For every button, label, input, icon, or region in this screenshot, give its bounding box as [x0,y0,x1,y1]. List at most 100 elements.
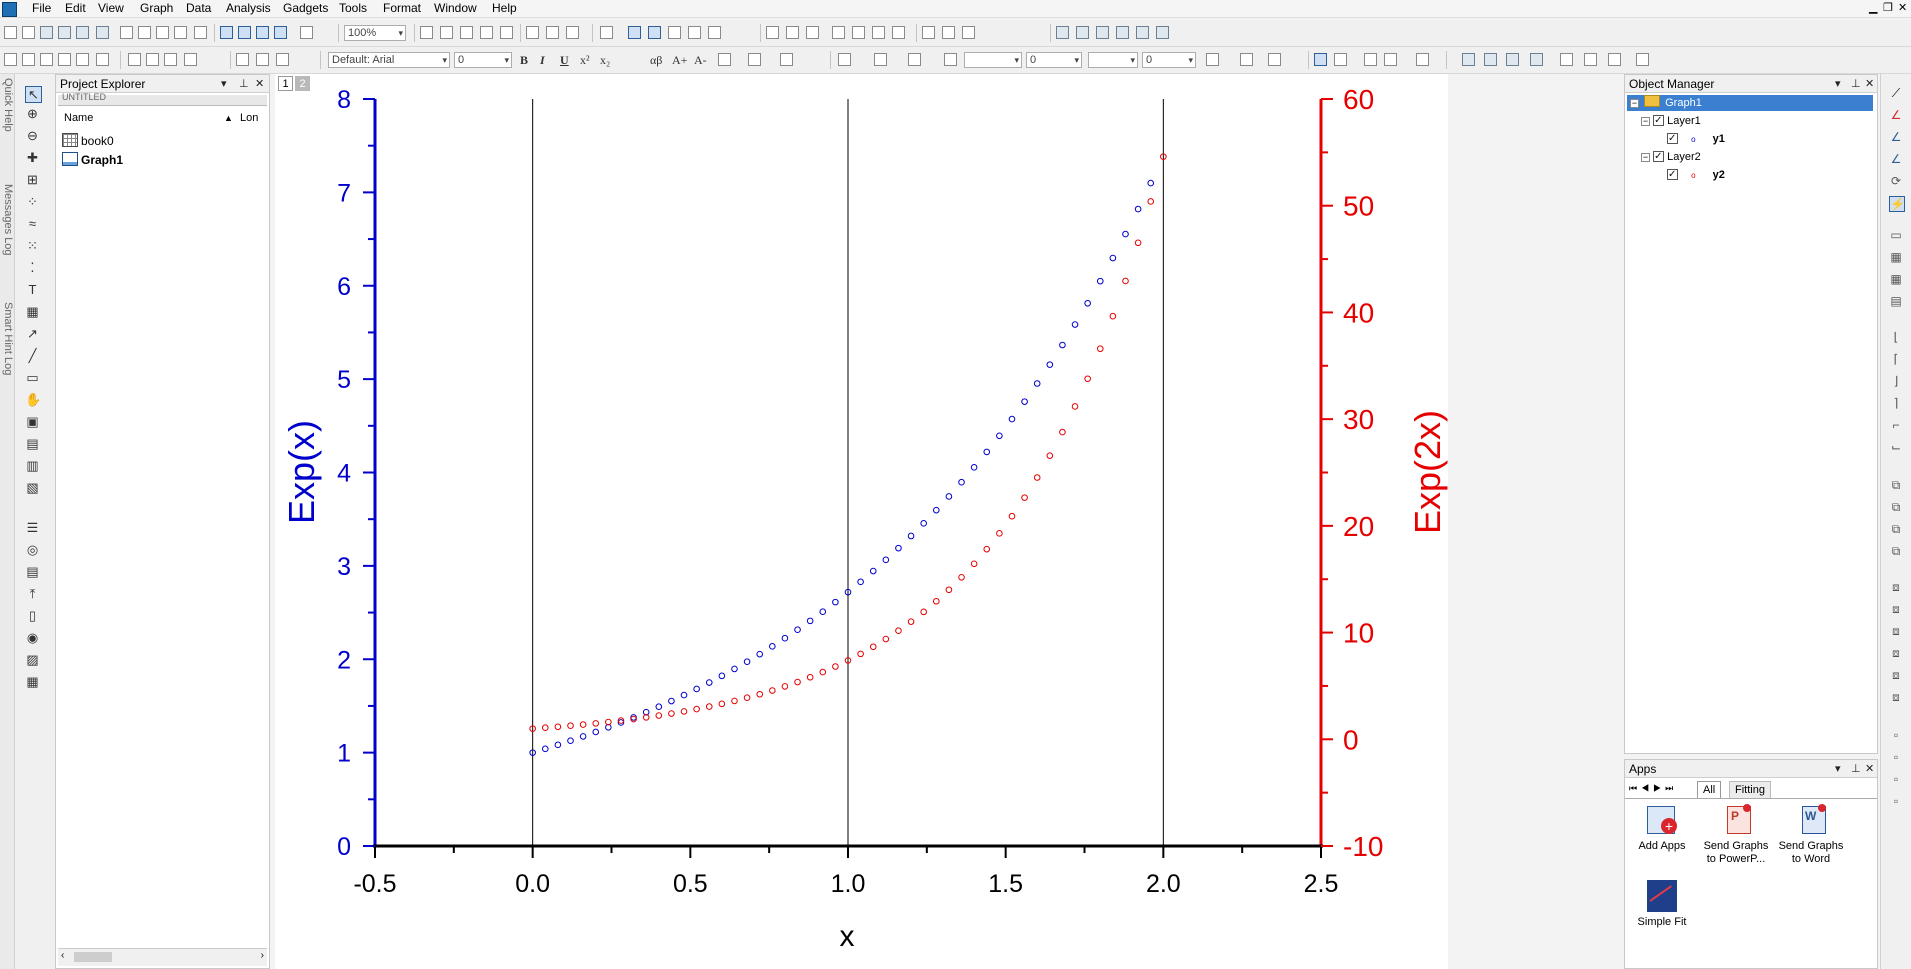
filter-options-icon[interactable] [962,26,975,39]
gadget-icon[interactable] [708,26,721,39]
superscript-button[interactable]: x² [580,53,590,67]
back-icon[interactable]: ⧈ [1892,646,1900,660]
marker-icon[interactable] [944,53,957,66]
axis-icon[interactable]: ∠ [1890,108,1902,122]
clear-worksheet-icon[interactable] [1530,53,1543,66]
refresh-icon[interactable] [440,26,453,39]
close-icon[interactable]: ✕ [1865,763,1875,775]
save-template-icon[interactable] [274,26,287,39]
pin-icon[interactable]: ⊥ [1851,763,1861,775]
speed-mode-icon[interactable]: ⚡ [1889,196,1905,212]
rescale-icon[interactable]: ⤒ [29,586,36,601]
new-graph-icon[interactable] [96,26,109,39]
lock-icon[interactable] [1416,53,1429,66]
text-tool-icon[interactable]: T [28,282,37,297]
open-template-icon[interactable] [238,26,251,39]
new-script-icon[interactable] [174,26,187,39]
unmask-icon[interactable] [1334,53,1347,66]
tree-item-plot-y1[interactable]: o y1 [1667,131,1725,147]
add-column-icon[interactable] [1484,53,1497,66]
grid-pattern-icon[interactable] [1206,53,1219,66]
minimize-icon[interactable]: ▁ [1869,2,1878,14]
insert-graph-icon[interactable]: ▤ [26,436,39,451]
new-workbook-icon[interactable] [40,26,53,39]
x-axis-title[interactable]: x [840,920,855,953]
tree-item-layer1[interactable]: − Layer1 [1641,113,1701,129]
menu-gadgets[interactable]: Gadgets [283,1,329,15]
align-center-icon[interactable]: ⌐ [1892,418,1900,432]
tree-item-plot-y2[interactable]: o y2 [1667,167,1725,183]
right-y-axis-title[interactable]: Exp(2x) [1407,410,1448,534]
paste-icon[interactable] [276,53,289,66]
font-size-combo[interactable]: 0 [454,52,512,68]
plot-setup-icon[interactable] [668,26,681,39]
underline-button[interactable]: U [560,53,569,67]
bar-plot-icon[interactable] [852,26,865,39]
tree-item-graph1[interactable]: − Graph1 [1627,95,1873,111]
visibility-checkbox[interactable] [1653,113,1665,129]
subscript-button[interactable]: x₂ [600,53,611,67]
arrow-tool-icon[interactable]: ↗ [27,326,38,341]
visibility-checkbox[interactable] [1667,131,1678,147]
group-icon[interactable]: ⧈ [1892,580,1900,594]
align-bottom-icon[interactable]: ⌉ [1893,396,1899,410]
fill-color-icon[interactable] [838,53,851,66]
app-icon-6[interactable] [1156,26,1169,39]
same-height-icon[interactable]: ⧉ [1891,544,1901,558]
menu-data[interactable]: Data [186,1,212,15]
project-explorer-icon[interactable] [546,26,559,39]
column-plot-icon[interactable] [832,26,845,39]
pin-icon[interactable]: ⊥ [239,78,249,90]
align-middle-icon[interactable]: ⌙ [1890,440,1902,454]
import-wizard-icon[interactable] [300,26,313,39]
new-legend-icon[interactable]: ☰ [26,520,39,535]
prev-icon[interactable] [146,53,159,66]
move-icon[interactable] [1364,53,1377,66]
zoom-combo[interactable]: 100% [344,25,406,41]
print-icon[interactable] [420,26,433,39]
statistics-icon[interactable] [766,26,779,39]
worksheet-script-icon[interactable] [1636,53,1649,66]
close-icon[interactable]: ✕ [255,78,265,90]
line-style-combo[interactable] [964,52,1022,68]
origin-app-icon[interactable] [2,2,17,17]
axis-left-icon[interactable]: ∠ [1890,130,1902,144]
new-page-icon[interactable] [194,26,207,39]
line-tool-icon[interactable]: ╱ [28,348,37,363]
decrease-font-button[interactable]: A- [694,53,707,67]
collapse-icon[interactable]: − [1641,116,1650,126]
add-apps-button[interactable]: + Add Apps [1626,804,1698,853]
merge-icon[interactable] [1560,53,1573,66]
scroll-thumb[interactable] [74,952,112,962]
graph-page[interactable]: -0.5 0.0 0.5 1.0 1.5 2.0 2.5 0 1 2 3 4 5 6 7 8 -10 0 10 20 3… [275,74,1448,969]
new-notes-icon[interactable] [156,26,169,39]
collapse-icon[interactable]: − [1630,98,1639,108]
border-icon[interactable] [1240,53,1253,66]
sum-icon[interactable] [786,26,799,39]
collapse-icon[interactable]: − [1641,152,1650,162]
next-icon[interactable] [164,53,177,66]
object-manager-icon[interactable] [628,26,641,39]
pan-icon[interactable]: ✋ [25,392,42,407]
menu-file[interactable]: File [32,1,52,15]
cut-icon[interactable] [236,53,249,66]
panel-menu-icon[interactable]: ▾ [1835,763,1841,775]
distribute-icon[interactable]: ⧉ [1891,478,1901,492]
draw-data-icon[interactable]: ⁚ [30,260,35,275]
sort-icon[interactable] [806,26,819,39]
left-y-axis-title[interactable]: Exp(x) [281,420,322,524]
results-log-icon[interactable] [566,26,579,39]
command-window-icon[interactable] [600,26,613,39]
send-graphs-powerpoint-button[interactable]: P Send Graphs to PowerP... [1700,804,1772,866]
region-select-icon[interactable]: ⁙ [27,238,38,253]
distribute-v-icon[interactable]: ⧉ [1891,500,1901,514]
line-color-icon[interactable] [908,53,921,66]
last-icon[interactable] [184,53,197,66]
close-icon[interactable]: ✕ [1898,2,1908,14]
window-icon[interactable]: ▫ [1893,794,1899,808]
pattern-fill-icon[interactable] [874,53,887,66]
add-layer-icon[interactable]: ▤ [1890,294,1902,308]
histogram-icon[interactable] [892,26,905,39]
pointer-icon[interactable]: ↖ [25,86,42,103]
disregard-icon[interactable] [96,53,109,66]
